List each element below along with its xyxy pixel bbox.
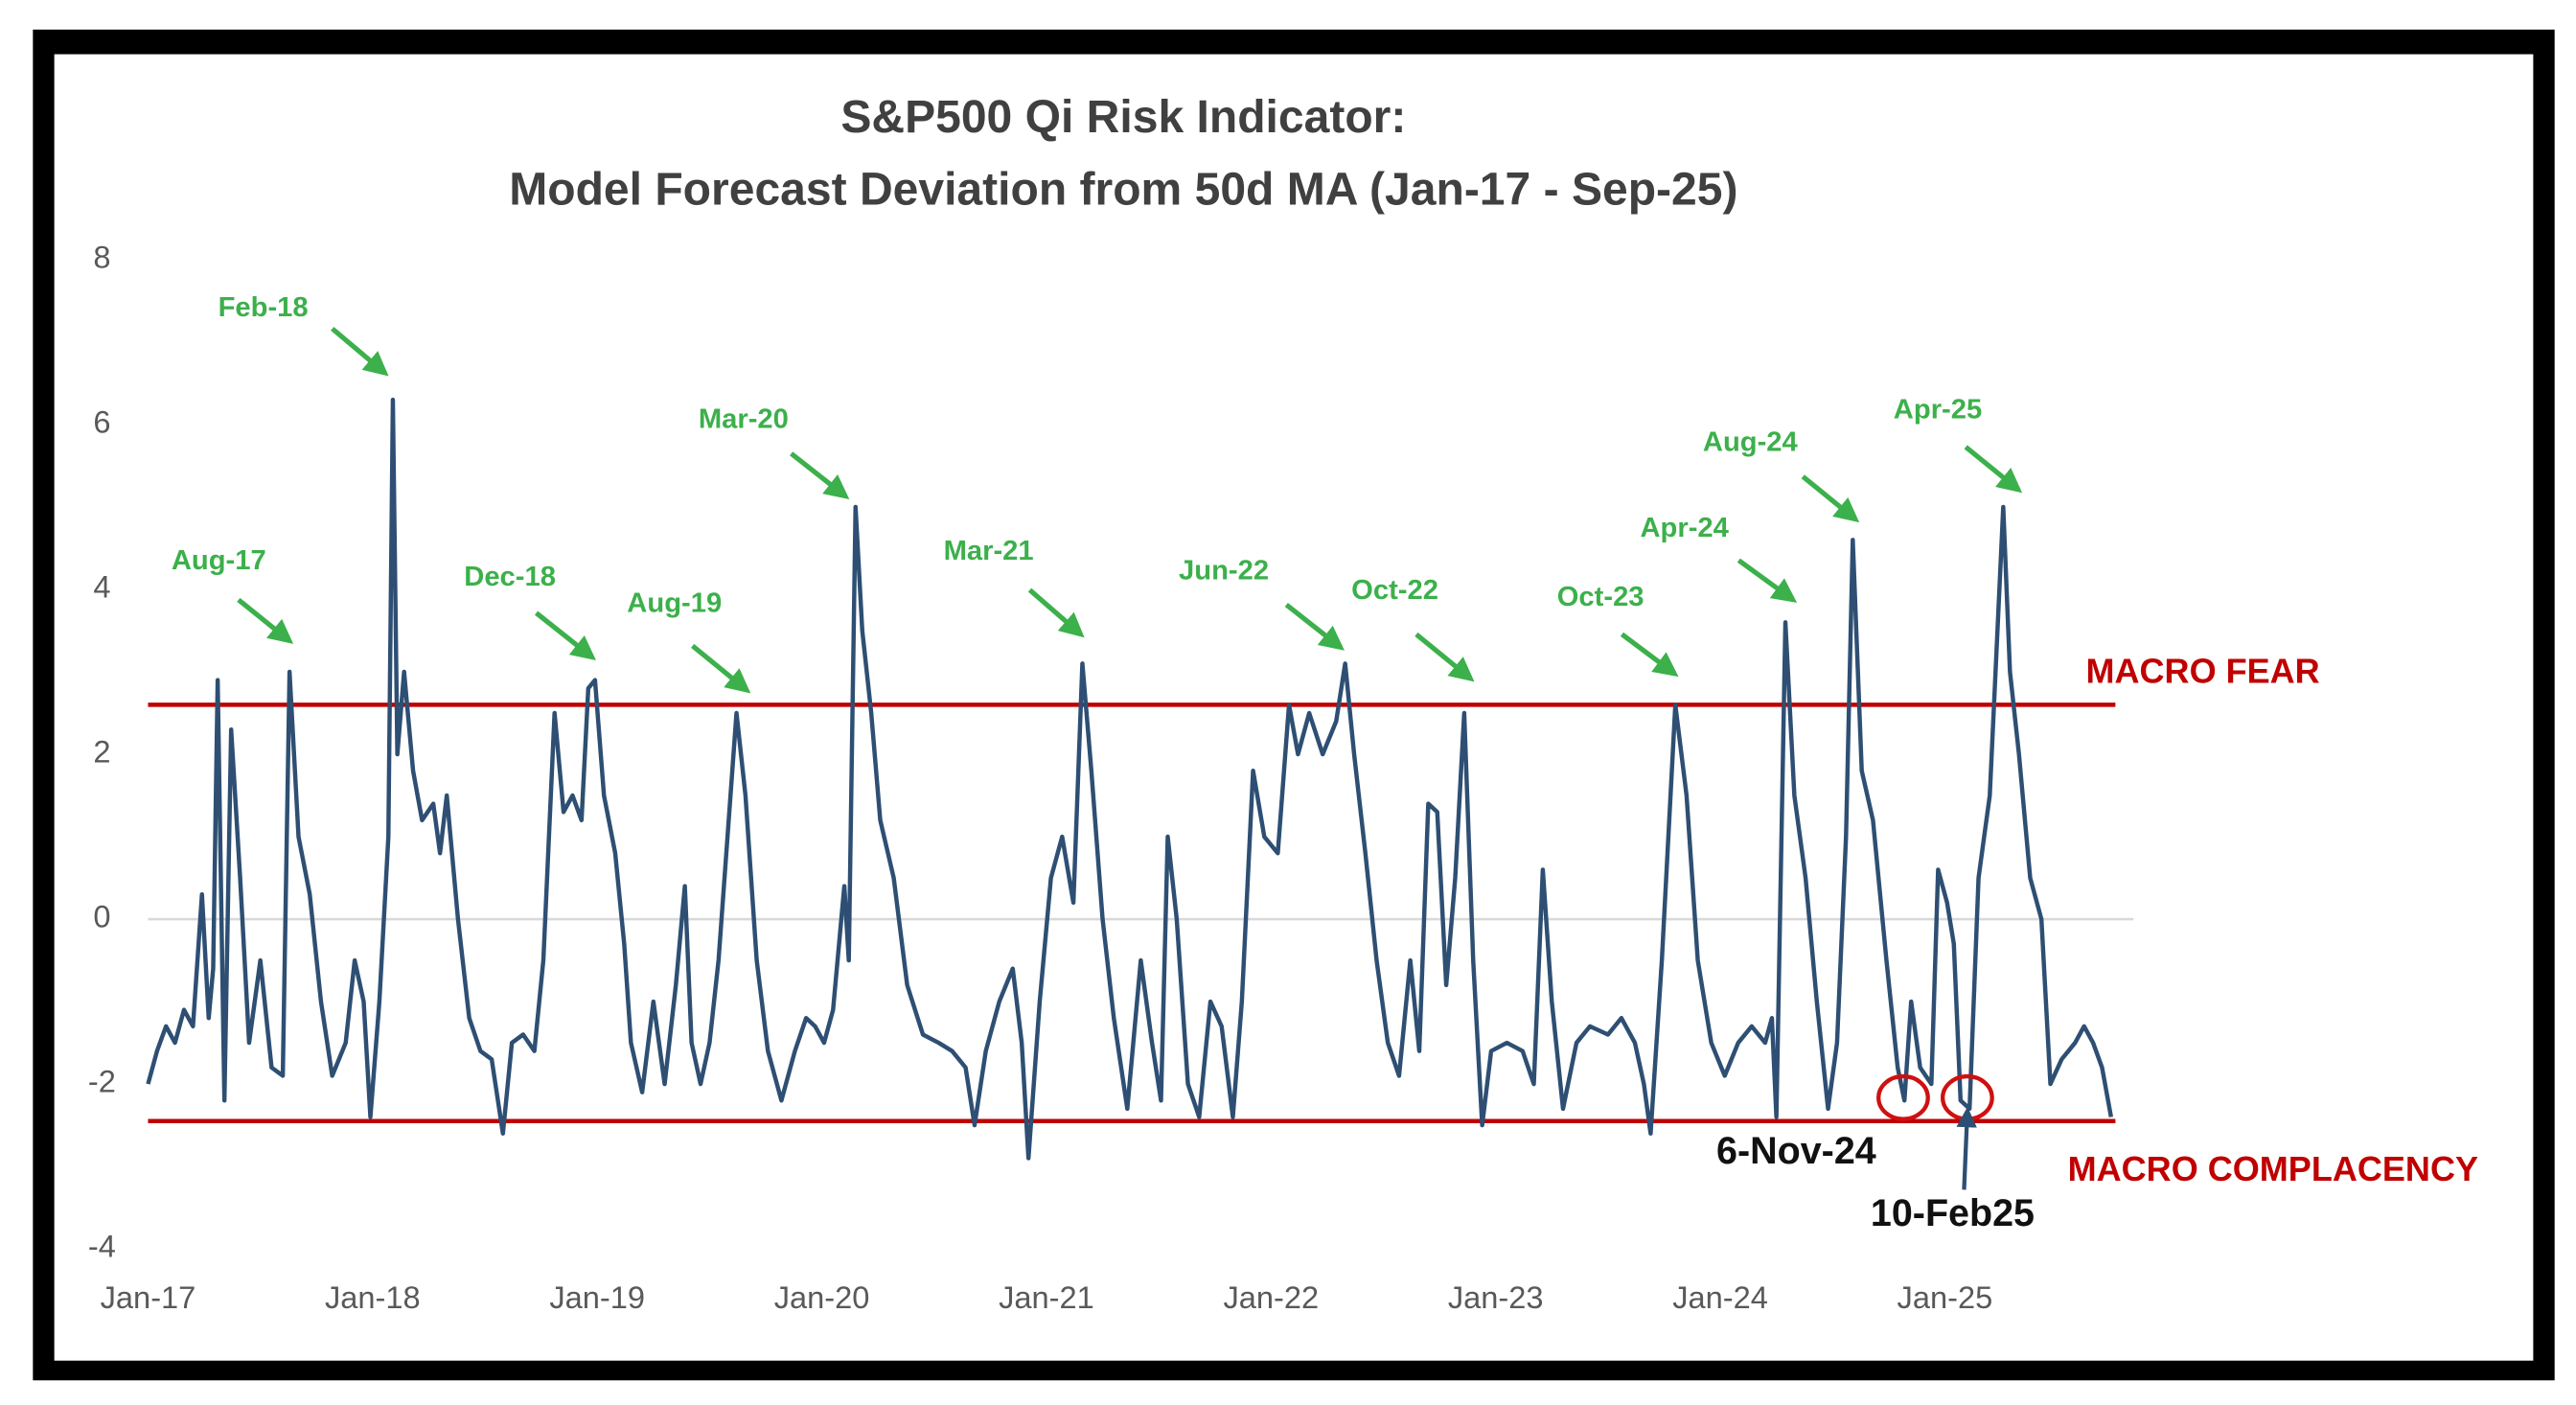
annotation-label: Feb-18	[218, 292, 309, 323]
annotation-label: Aug-19	[627, 588, 722, 619]
annotation-label: Apr-25	[1894, 394, 1982, 425]
x-tick-label: Jan-21	[999, 1279, 1094, 1315]
y-tick-label: 8	[93, 240, 110, 275]
callout-label: 10-Feb25	[1871, 1192, 2035, 1234]
annotation-label: Dec-18	[464, 562, 556, 592]
annotation-arrow	[790, 451, 850, 499]
y-tick-label: -4	[88, 1229, 116, 1264]
y-tick-label: 0	[93, 899, 110, 934]
y-tick-label: -2	[88, 1064, 116, 1099]
y-tick-label: 4	[93, 569, 110, 605]
chart-subtitle: Model Forecast Deviation from 50d MA (Ja…	[509, 164, 1737, 215]
x-tick-label: Jan-24	[1672, 1279, 1768, 1315]
annotation-arrow	[1284, 602, 1345, 651]
callout-circle	[1876, 1073, 1930, 1121]
x-tick-label: Jan-20	[774, 1279, 870, 1315]
plot-background	[54, 54, 2534, 1361]
annotation-label: Mar-21	[944, 536, 1034, 566]
chart-title: S&P500 Qi Risk Indicator:	[840, 92, 1406, 143]
x-tick-label: Jan-25	[1898, 1279, 1993, 1315]
callout-arrow	[1956, 1106, 1977, 1190]
annotation-label: Oct-23	[1557, 582, 1644, 612]
annotation-label: Mar-20	[699, 404, 789, 435]
annotation-label: Apr-24	[1640, 513, 1729, 543]
annotation-arrow	[1736, 558, 1798, 603]
y-tick-label: 2	[93, 734, 110, 770]
x-tick-label: Jan-22	[1223, 1279, 1319, 1315]
annotation-arrow	[691, 643, 751, 694]
annotation-label: Aug-17	[172, 545, 266, 576]
data-line	[146, 397, 2114, 1161]
callout-label: 6-Nov-24	[1716, 1130, 1876, 1172]
x-tick-label: Jan-17	[101, 1279, 196, 1315]
x-tick-label: Jan-19	[549, 1279, 645, 1315]
annotation-arrow	[1620, 632, 1679, 678]
y-tick-label: 6	[93, 404, 110, 440]
annotation-arrow	[1801, 474, 1860, 523]
annotation-arrow	[331, 326, 389, 377]
annotation-arrow	[1964, 445, 2023, 494]
annotation-arrow	[1414, 632, 1475, 682]
annotation-arrow	[1027, 587, 1085, 638]
reference-label: MACRO COMPLACENCY	[2068, 1149, 2478, 1188]
annotation-label: Jun-22	[1179, 555, 1269, 586]
x-tick-label: Jan-23	[1448, 1279, 1544, 1315]
annotation-label: Aug-24	[1703, 427, 1799, 458]
reference-label: MACRO FEAR	[2085, 652, 2319, 691]
annotation-arrow	[534, 610, 596, 661]
x-tick-label: Jan-18	[325, 1279, 421, 1315]
annotation-label: Oct-22	[1351, 575, 1438, 606]
annotation-arrow	[237, 597, 294, 644]
